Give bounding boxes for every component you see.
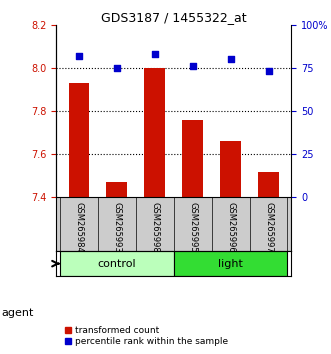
Point <box>228 57 233 62</box>
Bar <box>60 251 174 276</box>
Point <box>190 63 195 69</box>
Text: light: light <box>218 259 243 269</box>
Text: GSM265984: GSM265984 <box>74 202 83 252</box>
Bar <box>258 172 279 198</box>
Bar <box>69 83 89 198</box>
Text: GSM265998: GSM265998 <box>150 202 159 252</box>
Legend: transformed count, percentile rank within the sample: transformed count, percentile rank withi… <box>61 322 232 349</box>
Bar <box>144 68 165 198</box>
Point <box>76 53 82 59</box>
Text: control: control <box>98 259 136 269</box>
Text: GSM265996: GSM265996 <box>226 202 235 252</box>
Text: GSM265993: GSM265993 <box>113 202 121 252</box>
Bar <box>107 182 127 198</box>
Point <box>114 65 119 71</box>
Bar <box>174 251 288 276</box>
Bar <box>220 141 241 198</box>
Title: GDS3187 / 1455322_at: GDS3187 / 1455322_at <box>101 11 247 24</box>
Text: agent: agent <box>2 308 34 318</box>
Point <box>266 69 271 74</box>
Bar <box>182 120 203 198</box>
Text: GSM265995: GSM265995 <box>188 202 197 252</box>
Text: GSM265997: GSM265997 <box>264 202 273 252</box>
Point <box>152 51 158 57</box>
